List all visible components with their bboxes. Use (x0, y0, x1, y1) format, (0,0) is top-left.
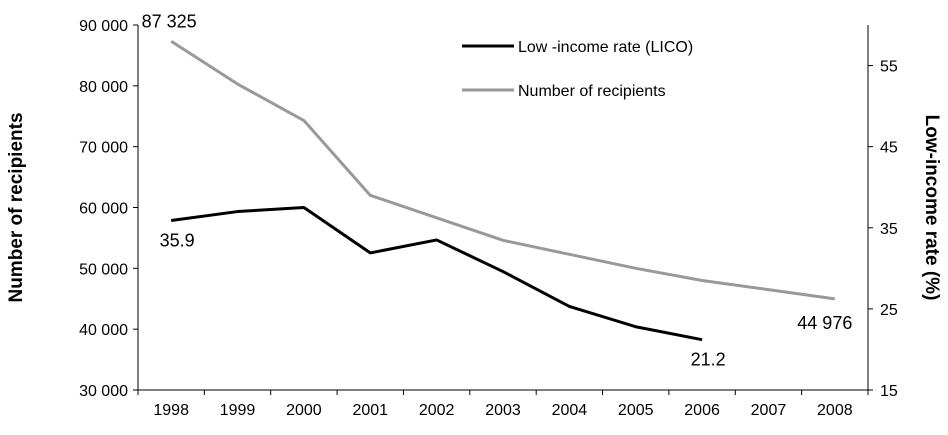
y-tick-label: 50 000 (79, 261, 128, 278)
x-tick-label: 2005 (618, 402, 654, 419)
series-line-0 (170, 206, 703, 342)
x-tick-label: 2007 (751, 402, 787, 419)
series-layer (170, 40, 836, 342)
x-tick-label: 2006 (684, 402, 720, 419)
legend-label-1: Number of recipients (518, 83, 666, 100)
x-tick-label: 1998 (153, 402, 189, 419)
x-tick-label: 2003 (485, 402, 521, 419)
y2-axis-title: Low-income rate (%) (921, 115, 942, 301)
series-line-1 (170, 40, 836, 301)
y-tick-label: 60 000 (79, 201, 128, 218)
axes (137, 25, 869, 391)
y2-tick-label: 15 (880, 383, 898, 400)
ticks: 30 000 40 000 50 000 60 000 70 000 80 000 90 0… (79, 18, 898, 419)
y-tick-label: 30 000 (79, 383, 128, 400)
y-tick-label: 40 000 (79, 322, 128, 339)
data-label: 21.2 (691, 350, 726, 370)
data-label: 35.9 (160, 230, 195, 250)
y2-tick-label: 45 (880, 140, 898, 157)
x-tick-label: 1999 (220, 402, 256, 419)
data-labels: 87 325 35.9 21.2 44 976 (142, 11, 853, 369)
x-tick-label: 2000 (286, 402, 322, 419)
y-tick-label: 70 000 (79, 140, 128, 157)
y2-tick-label: 55 (880, 59, 898, 76)
y-tick-label: 80 000 (79, 79, 128, 96)
data-label: 44 976 (797, 313, 852, 333)
legend: Low -income rate (LICO) Number of recipie… (462, 39, 693, 100)
x-tick-label: 2008 (817, 402, 853, 419)
x-tick-label: 2004 (552, 402, 588, 419)
y-tick-label: 90 000 (79, 18, 128, 35)
x-tick-label: 2001 (352, 402, 388, 419)
y2-tick-label: 25 (880, 302, 898, 319)
y2-tick-label: 35 (880, 221, 898, 238)
legend-label-0: Low -income rate (LICO) (518, 39, 693, 56)
x-tick-label: 2002 (419, 402, 455, 419)
y-axis-title: Number of recipients (6, 112, 27, 302)
data-label: 87 325 (142, 11, 197, 31)
